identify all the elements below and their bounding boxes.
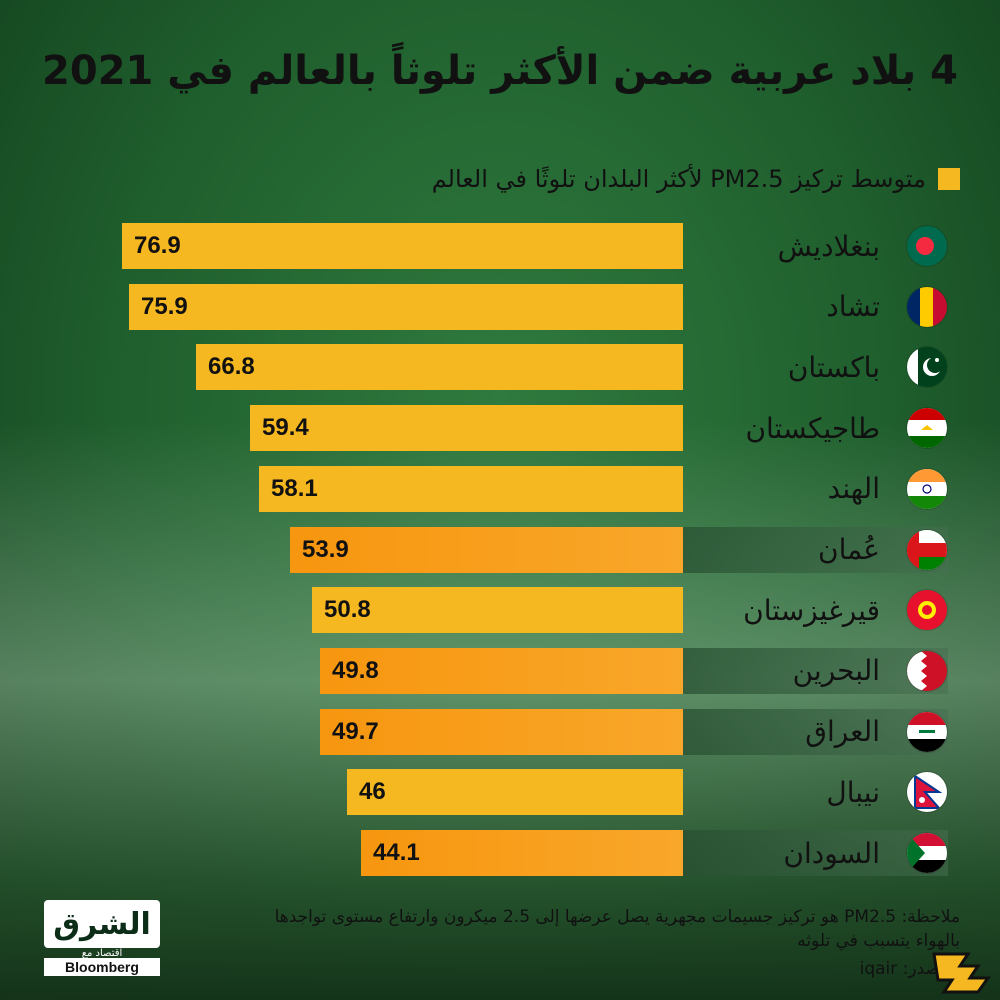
bar-value-label: 59.4: [262, 414, 309, 442]
oman-flag-icon: [906, 528, 948, 571]
category-label: العراق: [805, 715, 880, 749]
category-row: السودان: [710, 830, 948, 876]
tajikistan-flag-icon: [906, 407, 948, 450]
logo-sub-text: اقتصاد مع: [81, 948, 123, 959]
category-row: عُمان: [710, 527, 948, 573]
bar: 49.7: [320, 708, 683, 755]
category-label: بنغلاديش: [777, 229, 880, 263]
category-row: الهند: [710, 466, 948, 512]
category-row: بنغلاديش: [710, 223, 948, 269]
category-row: تشاد: [710, 284, 948, 330]
category-label: عُمان: [818, 533, 880, 566]
category-label: باكستان: [787, 350, 880, 384]
category-row: البحرين: [710, 648, 948, 694]
bar: 50.8: [312, 587, 683, 634]
category-row: باكستان: [710, 344, 948, 390]
bar-value-label: 46: [359, 778, 386, 806]
bar-value-label: 53.9: [302, 535, 349, 563]
bar: 49.8: [320, 647, 683, 694]
category-label: طاجيكستان: [745, 411, 880, 445]
bar: 53.9: [290, 526, 683, 573]
bar-value-label: 76.9: [134, 232, 181, 259]
legend-swatch: [938, 168, 960, 190]
bangladesh-flag-icon: [906, 225, 948, 267]
category-row: نيبال: [710, 769, 948, 815]
bar: 44.1: [361, 830, 683, 876]
highlight-band: [683, 708, 948, 755]
footnote: ملاحظة: PM2.5 هو تركيز جسيمات مجهرية يصل…: [274, 907, 960, 951]
highlight-band: [683, 647, 948, 694]
category-row: قيرغيزستان: [710, 587, 948, 633]
pakistan-flag-icon: [906, 346, 948, 389]
bar-value-label: 58.1: [271, 474, 318, 502]
bar-value-label: 50.8: [324, 596, 371, 624]
legend-label: متوسط تركيز PM2.5 لأكثر البلدان تلوثًا ف…: [431, 165, 926, 193]
logo-main-text: الشرق: [44, 900, 160, 948]
kyrgyzstan-flag-icon: [906, 589, 948, 632]
highlight-band: [683, 526, 948, 573]
bahrain-flag-icon: [906, 649, 948, 692]
chart-title: 4 بلاد عربية ضمن الأكثر تلوثاً بالعالم ف…: [42, 48, 958, 94]
bar: 59.4: [250, 405, 683, 452]
category-row: طاجيكستان: [710, 405, 948, 451]
category-label: تشاد: [826, 290, 880, 324]
chad-flag-icon: [906, 285, 948, 328]
category-label: السودان: [783, 836, 880, 870]
category-label: قيرغيزستان: [743, 593, 880, 627]
legend: متوسط تركيز PM2.5 لأكثر البلدان تلوثًا ف…: [432, 164, 960, 194]
sudan-flag-icon: [906, 832, 948, 874]
bar: 75.9: [129, 283, 683, 330]
highlight-band: [683, 830, 948, 876]
bar: 66.8: [196, 344, 683, 391]
india-flag-icon: [906, 467, 948, 510]
bar-value-label: 66.8: [208, 353, 255, 381]
category-label: الهند: [827, 472, 880, 506]
bar: 58.1: [259, 465, 683, 512]
category-label: نيبال: [826, 775, 880, 809]
corner-watermark-icon: [932, 952, 991, 994]
logo-partner-text: Bloomberg: [44, 958, 160, 976]
category-row: العراق: [710, 709, 948, 755]
bar: 76.9: [122, 223, 683, 269]
bar: 46: [347, 769, 683, 816]
category-label: البحرين: [792, 654, 880, 688]
bar-value-label: 49.8: [332, 656, 379, 684]
asharq-bloomberg-logo: الشرق اقتصاد مع Bloomberg: [44, 900, 160, 976]
nepal-flag-icon: [906, 771, 948, 814]
bar-value-label: 75.9: [141, 292, 188, 320]
iraq-flag-icon: [906, 710, 948, 753]
bar-value-label: 49.7: [332, 717, 379, 745]
bar-value-label: 44.1: [373, 839, 420, 866]
